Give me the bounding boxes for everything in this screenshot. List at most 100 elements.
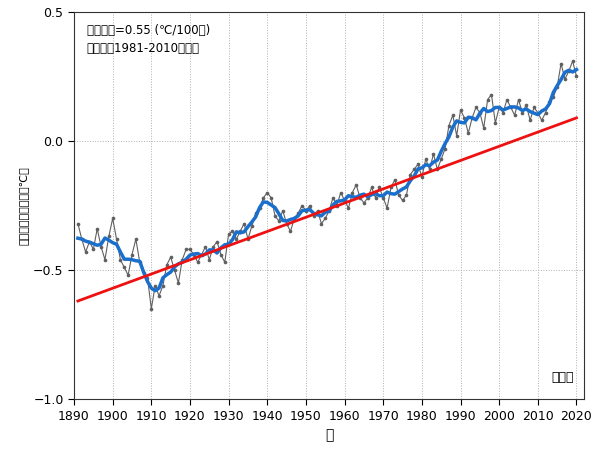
Point [278, 207, 287, 214]
Point [456, 106, 466, 114]
Point [216, 251, 226, 258]
Point [104, 233, 113, 240]
Point [232, 235, 241, 242]
Point [502, 96, 512, 103]
Point [166, 254, 175, 261]
Point [494, 104, 504, 111]
Point [197, 251, 206, 258]
Point [347, 189, 357, 196]
Point [127, 251, 137, 258]
Point [374, 184, 384, 191]
Point [301, 207, 311, 214]
Point [282, 220, 292, 227]
Point [170, 266, 179, 273]
Point [313, 207, 322, 214]
Point [336, 189, 346, 196]
Point [463, 130, 473, 137]
Point [178, 256, 187, 263]
Point [305, 202, 314, 209]
Point [425, 166, 434, 173]
Point [529, 104, 539, 111]
Point [293, 210, 303, 217]
Point [409, 166, 419, 173]
Point [572, 73, 581, 80]
Point [556, 60, 566, 67]
Point [189, 251, 199, 258]
Point [259, 194, 268, 201]
Point [514, 96, 523, 103]
Point [328, 194, 338, 201]
Point [568, 57, 577, 65]
Point [398, 197, 407, 204]
Point [506, 104, 515, 111]
Point [266, 194, 276, 201]
Point [541, 109, 550, 116]
Point [325, 207, 334, 214]
Point [359, 199, 369, 207]
X-axis label: 年: 年 [325, 428, 334, 442]
Point [208, 243, 218, 251]
Point [100, 256, 110, 263]
Point [262, 189, 272, 196]
Point [243, 235, 253, 242]
Point [200, 243, 210, 251]
Point [433, 166, 442, 173]
Point [116, 256, 125, 263]
Point [274, 217, 284, 224]
Point [227, 228, 237, 235]
Point [317, 220, 326, 227]
Point [344, 204, 353, 211]
Point [247, 223, 257, 230]
Point [491, 119, 500, 127]
Point [181, 246, 191, 253]
Point [560, 75, 570, 83]
Point [297, 202, 307, 209]
Point [401, 192, 411, 199]
Point [382, 204, 392, 211]
Point [255, 204, 265, 211]
Point [545, 99, 554, 106]
Point [212, 238, 222, 245]
Point [533, 109, 542, 116]
Point [479, 124, 488, 132]
Point [363, 194, 373, 201]
Point [162, 261, 172, 269]
Point [96, 243, 106, 251]
Point [139, 269, 148, 276]
Point [92, 225, 102, 232]
Point [553, 83, 562, 90]
Y-axis label: 海面水温の平年差（℃）: 海面水温の平年差（℃） [19, 166, 29, 245]
Point [406, 171, 415, 178]
Point [355, 194, 365, 201]
Point [417, 173, 427, 180]
Point [371, 194, 380, 201]
Point [309, 212, 319, 220]
Point [526, 117, 535, 124]
Point [367, 184, 376, 191]
Point [386, 184, 396, 191]
Point [154, 292, 164, 299]
Point [158, 282, 168, 289]
Point [131, 235, 140, 242]
Point [205, 256, 214, 263]
Point [440, 145, 450, 152]
Point [173, 279, 183, 286]
Point [537, 117, 547, 124]
Point [73, 220, 83, 227]
Point [235, 228, 245, 235]
Point [390, 176, 400, 183]
Point [483, 96, 493, 103]
Point [444, 122, 454, 129]
Point [89, 246, 98, 253]
Point [85, 238, 94, 245]
Point [413, 161, 423, 168]
Point [475, 109, 485, 116]
Point [286, 228, 295, 235]
Point [135, 259, 145, 266]
Point [193, 259, 203, 266]
Point [151, 282, 160, 289]
Point [421, 155, 431, 163]
Point [81, 248, 91, 255]
Point [124, 272, 133, 279]
Point [352, 181, 361, 189]
